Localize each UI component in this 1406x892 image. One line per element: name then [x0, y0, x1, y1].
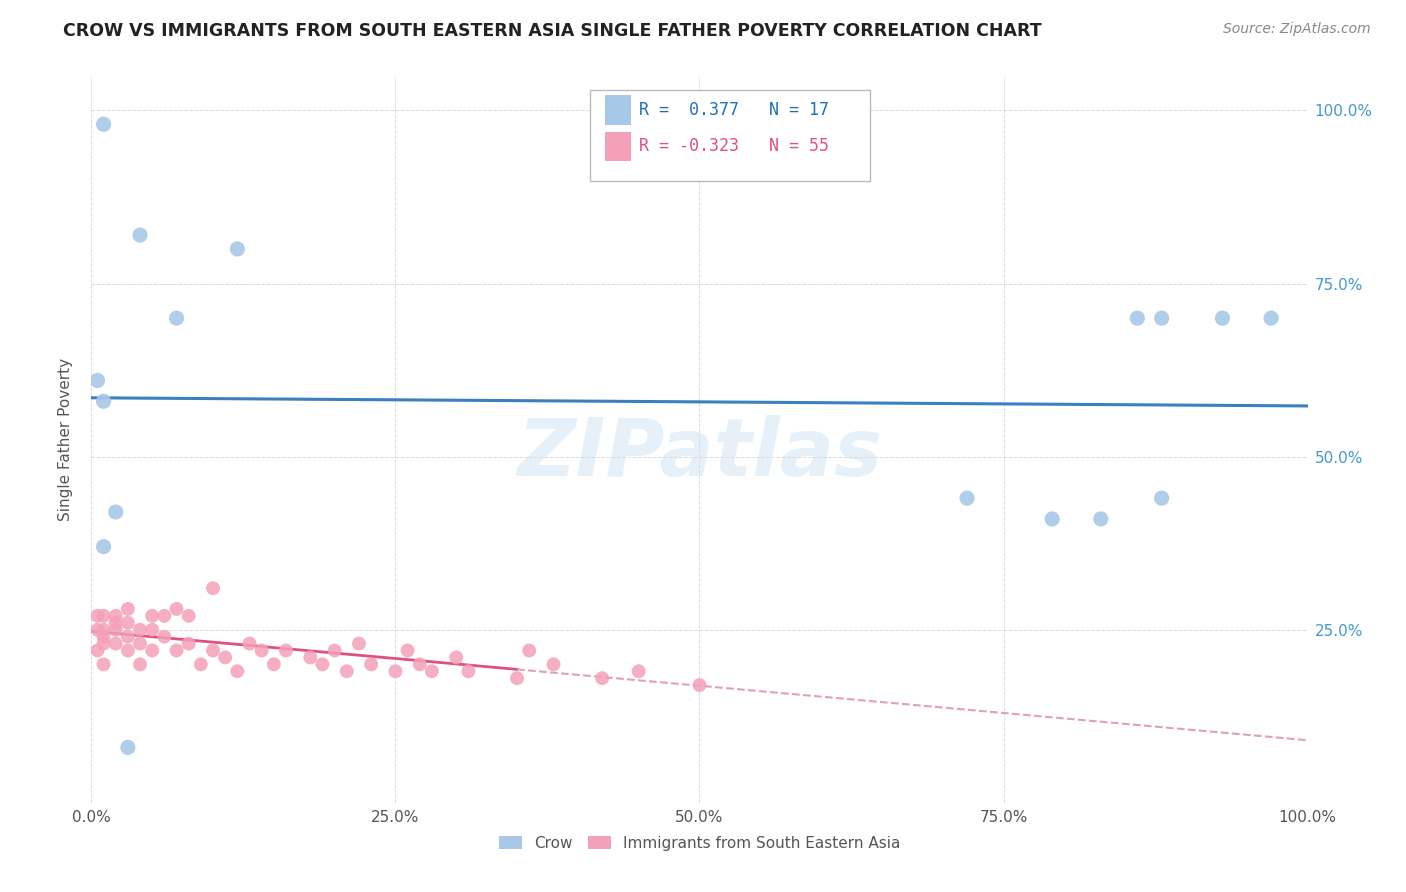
Point — [166, 643, 188, 657]
Point — [444, 650, 467, 665]
Point — [117, 615, 139, 630]
Point — [202, 643, 225, 657]
Point — [543, 657, 565, 672]
Point — [93, 630, 115, 644]
Point — [117, 740, 139, 755]
Y-axis label: Single Father Poverty: Single Father Poverty — [58, 358, 73, 521]
Point — [166, 602, 188, 616]
Point — [141, 623, 163, 637]
Point — [420, 665, 443, 679]
Point — [141, 608, 163, 623]
Point — [86, 374, 108, 388]
Point — [1040, 512, 1063, 526]
Point — [1150, 491, 1173, 505]
Point — [360, 657, 382, 672]
Point — [86, 643, 108, 657]
Point — [347, 636, 370, 650]
FancyBboxPatch shape — [605, 132, 631, 161]
Point — [1260, 311, 1282, 326]
Point — [104, 636, 127, 650]
FancyBboxPatch shape — [605, 95, 631, 125]
Point — [129, 623, 152, 637]
Point — [336, 665, 359, 679]
Text: R = -0.323   N = 55: R = -0.323 N = 55 — [638, 137, 828, 155]
Point — [190, 657, 212, 672]
Point — [226, 242, 249, 256]
Point — [214, 650, 236, 665]
Point — [238, 636, 260, 650]
Legend: Crow, Immigrants from South Eastern Asia: Crow, Immigrants from South Eastern Asia — [492, 830, 907, 857]
Point — [396, 643, 419, 657]
Point — [93, 636, 115, 650]
Point — [323, 643, 346, 657]
Point — [93, 657, 115, 672]
Point — [117, 643, 139, 657]
Point — [117, 602, 139, 616]
Point — [384, 665, 406, 679]
Point — [86, 608, 108, 623]
Point — [1126, 311, 1149, 326]
Point — [1211, 311, 1233, 326]
Point — [117, 630, 139, 644]
Point — [457, 665, 479, 679]
Point — [153, 630, 176, 644]
Point — [141, 643, 163, 657]
Point — [688, 678, 710, 692]
Point — [1150, 311, 1173, 326]
Point — [1090, 512, 1112, 526]
Point — [93, 394, 115, 409]
Point — [93, 623, 115, 637]
Point — [591, 671, 613, 685]
Text: Source: ZipAtlas.com: Source: ZipAtlas.com — [1223, 22, 1371, 37]
Point — [104, 623, 127, 637]
Point — [311, 657, 333, 672]
Point — [202, 581, 225, 595]
Point — [226, 665, 249, 679]
Point — [517, 643, 540, 657]
Point — [299, 650, 322, 665]
Point — [177, 636, 200, 650]
Point — [177, 608, 200, 623]
Point — [250, 643, 273, 657]
FancyBboxPatch shape — [591, 90, 870, 181]
Point — [93, 540, 115, 554]
Point — [104, 615, 127, 630]
Point — [627, 665, 650, 679]
Text: ZIPatlas: ZIPatlas — [517, 415, 882, 493]
Point — [86, 623, 108, 637]
Text: R =  0.377   N = 17: R = 0.377 N = 17 — [638, 101, 828, 119]
Point — [409, 657, 432, 672]
Point — [506, 671, 529, 685]
Point — [153, 608, 176, 623]
Point — [104, 505, 127, 519]
Point — [263, 657, 285, 672]
Point — [93, 608, 115, 623]
Point — [93, 117, 115, 131]
Point — [274, 643, 297, 657]
Point — [129, 657, 152, 672]
Text: CROW VS IMMIGRANTS FROM SOUTH EASTERN ASIA SINGLE FATHER POVERTY CORRELATION CHA: CROW VS IMMIGRANTS FROM SOUTH EASTERN AS… — [63, 22, 1042, 40]
Point — [129, 228, 152, 243]
Point — [104, 608, 127, 623]
Point — [166, 311, 188, 326]
Point — [129, 636, 152, 650]
Point — [956, 491, 979, 505]
